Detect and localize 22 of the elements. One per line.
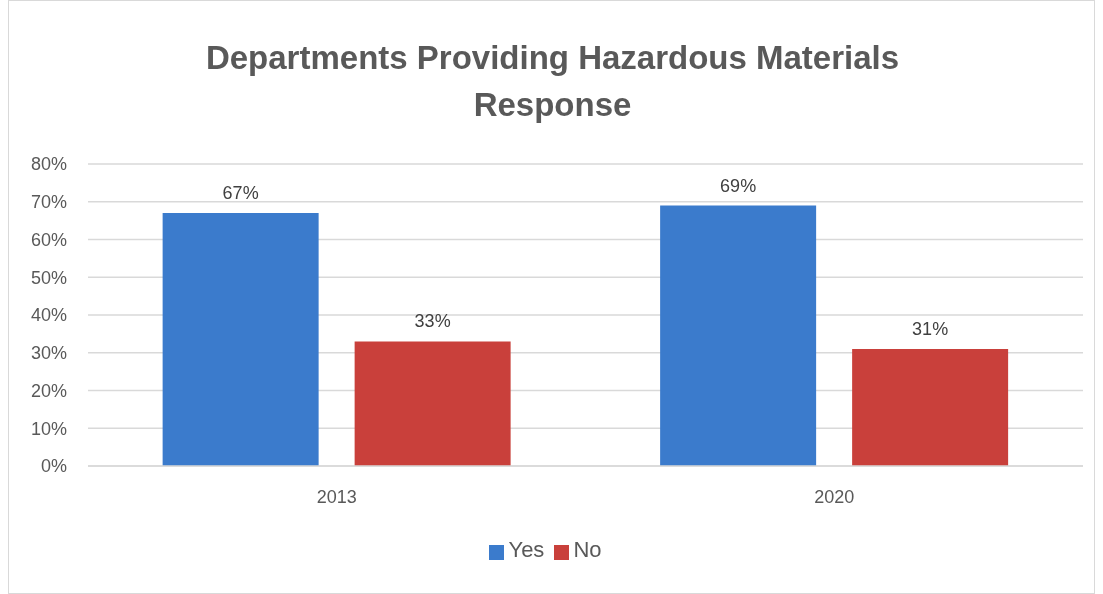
y-tick-label: 50% xyxy=(30,267,67,288)
legend-label: Yes xyxy=(508,537,545,562)
data-label: 69% xyxy=(720,175,757,196)
y-tick-label: 60% xyxy=(30,229,67,250)
y-tick-label: 0% xyxy=(40,456,67,477)
x-tick-label: 2013 xyxy=(316,486,357,507)
data-label: 31% xyxy=(912,318,949,339)
y-tick-label: 40% xyxy=(30,305,67,326)
data-label: 67% xyxy=(222,183,259,204)
bar xyxy=(162,213,319,466)
y-tick-label: 30% xyxy=(30,343,67,364)
y-tick-label: 80% xyxy=(30,154,67,175)
x-tick-label: 2020 xyxy=(814,486,855,507)
bar xyxy=(660,205,817,466)
data-label: 33% xyxy=(414,311,451,332)
y-tick-label: 10% xyxy=(30,418,67,439)
chart-title: Departments Providing Hazardous Materials Response xyxy=(204,38,901,125)
y-tick-label: 70% xyxy=(30,192,67,213)
bar xyxy=(852,348,1009,466)
legend-label: No xyxy=(573,537,602,562)
bar xyxy=(354,341,511,466)
y-tick-label: 20% xyxy=(30,380,67,401)
